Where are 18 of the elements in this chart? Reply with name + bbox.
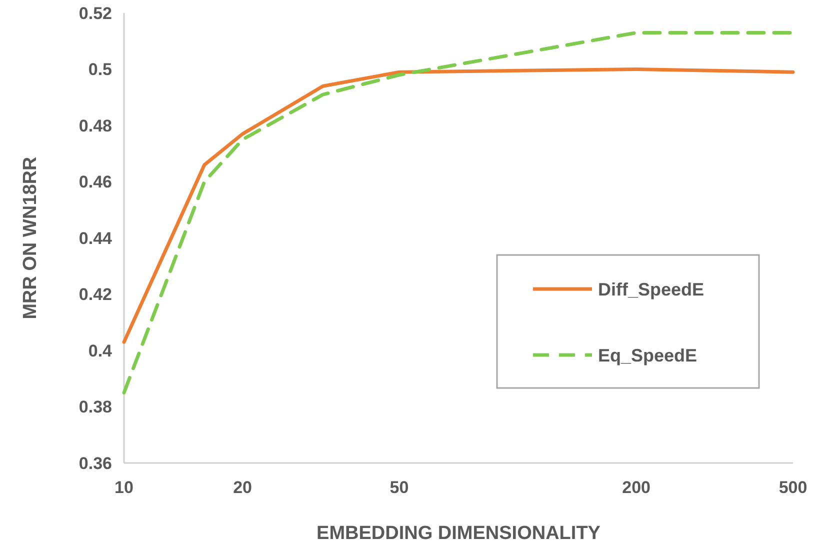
legend-label: Eq_SpeedE [598,345,698,366]
y-tick-label: 0.48 [78,116,112,136]
y-tick-label: 0.46 [78,172,112,192]
y-axis-title: MRR ON WN18RR [20,156,41,320]
y-tick-label: 0.36 [78,454,112,473]
y-tick-label: 0.52 [78,4,112,23]
y-tick-label: 0.5 [88,60,112,80]
x-tick-label: 500 [778,478,808,497]
y-tick-label: 0.44 [78,228,113,248]
y-tick-label: 0.4 [88,341,113,360]
x-axis-title: EMBEDDING DIMENSIONALITY [316,523,601,544]
x-tick-label: 200 [622,478,650,497]
y-tick-label: 0.38 [78,398,112,417]
x-tick-label: 10 [114,478,134,497]
legend-label: Diff_SpeedE [598,279,704,300]
x-tick-label: 20 [233,478,252,497]
x-tick-label: 50 [390,478,409,497]
y-tick-label: 0.42 [78,285,112,304]
